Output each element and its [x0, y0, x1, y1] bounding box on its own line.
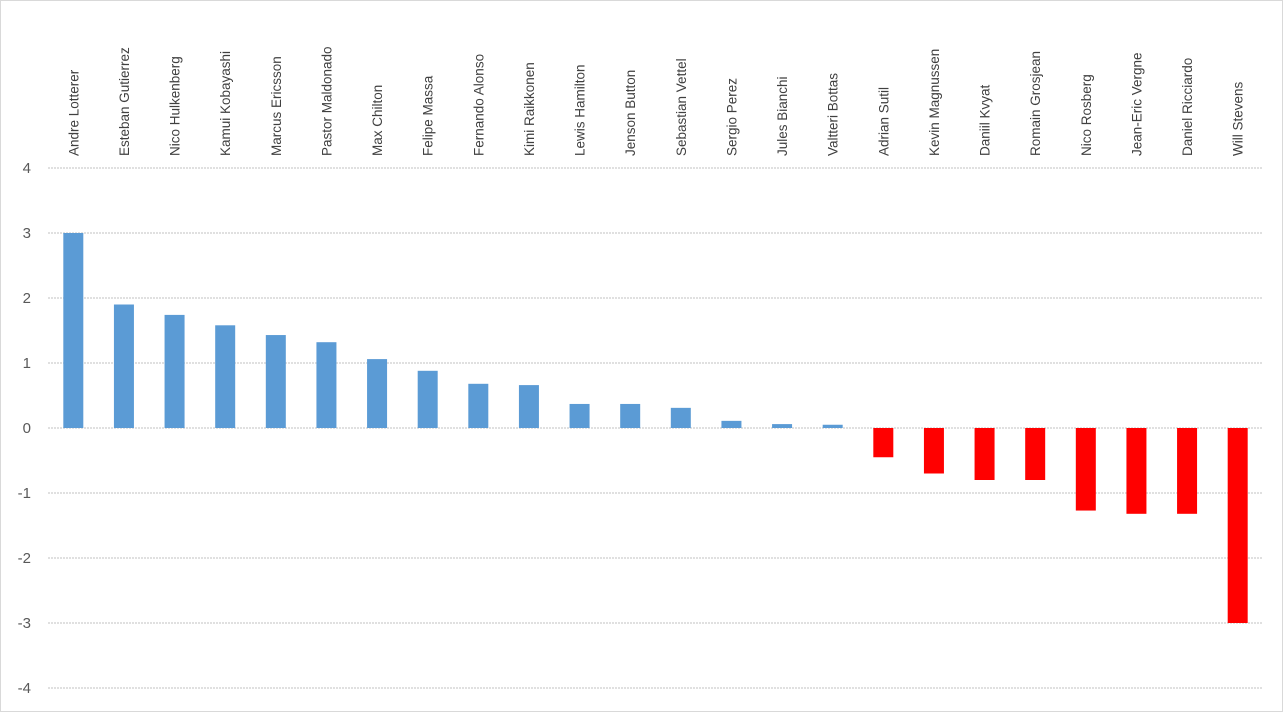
- category-label: Kamui Kobayashi: [218, 51, 233, 156]
- category-label: Kevin Magnussen: [927, 49, 942, 156]
- bar: [822, 424, 843, 428]
- bar: [1126, 428, 1147, 514]
- category-label: Jenson Button: [623, 70, 638, 156]
- bar: [417, 370, 438, 428]
- bar: [974, 428, 995, 480]
- bar: [1177, 428, 1198, 514]
- bar: [923, 428, 944, 474]
- category-labels: Andre Lotterer Esteban Gutierrez Nico Hulk…: [66, 46, 1245, 156]
- y-tick-label: -3: [18, 615, 31, 632]
- category-label: Kimi Raikkonen: [522, 62, 537, 156]
- y-tick-label: 4: [23, 160, 31, 177]
- category-label: Sergio Perez: [724, 78, 739, 156]
- y-tick-label: 1: [23, 355, 31, 372]
- category-label: Jean-Eric Vergne: [1129, 52, 1144, 156]
- bar: [1075, 428, 1096, 511]
- y-tick-label: -2: [18, 550, 31, 567]
- bar: [468, 383, 489, 428]
- category-label: Daniil Kvyat: [978, 84, 993, 156]
- gridlines: [48, 167, 1263, 689]
- bar: [1025, 428, 1046, 480]
- category-label: Marcus Ericsson: [269, 56, 284, 156]
- category-label: Felipe Massa: [421, 75, 436, 156]
- category-label: Nico Hulkenberg: [168, 56, 183, 156]
- bars: [63, 233, 1248, 623]
- category-label: Esteban Gutierrez: [117, 47, 132, 156]
- bar: [873, 428, 894, 458]
- category-label: Lewis Hamilton: [573, 64, 588, 156]
- bar: [164, 314, 185, 428]
- bar: [772, 424, 793, 428]
- y-tick-label: -4: [18, 680, 31, 697]
- category-label: Fernando Alonso: [471, 54, 486, 156]
- bar: [316, 342, 337, 428]
- category-label: Valtteri Bottas: [826, 73, 841, 156]
- y-tick-label: -1: [18, 485, 31, 502]
- bar: [721, 420, 742, 428]
- category-label: Daniel Ricciardo: [1180, 58, 1195, 156]
- bar: [113, 304, 134, 428]
- bar: [63, 233, 84, 428]
- y-tick-label: 3: [23, 225, 31, 242]
- category-label: Max Chilton: [370, 85, 385, 156]
- bar: [265, 335, 286, 428]
- category-label: Adrian Sutil: [876, 87, 891, 156]
- bar: [670, 407, 691, 428]
- category-label: Pastor Maldonado: [319, 46, 334, 156]
- category-label: Will Stevens: [1231, 81, 1246, 156]
- bar: [215, 325, 236, 428]
- y-tick-label: 2: [23, 290, 31, 307]
- category-label: Nico Rosberg: [1079, 74, 1094, 156]
- bar: [518, 385, 539, 428]
- category-label: Andre Lotterer: [66, 69, 81, 156]
- category-label: Romain Grosjean: [1028, 51, 1043, 156]
- bar: [569, 403, 590, 428]
- bar: [367, 359, 388, 428]
- category-label: Sebastian Vettel: [674, 58, 689, 156]
- bar: [620, 403, 641, 428]
- bar: [1227, 428, 1248, 623]
- y-axis-ticks: 4 3 2 1 0 -1 -2 -3 -4: [18, 160, 31, 697]
- y-tick-label: 0: [23, 420, 31, 437]
- category-label: Jules Bianchi: [775, 76, 790, 156]
